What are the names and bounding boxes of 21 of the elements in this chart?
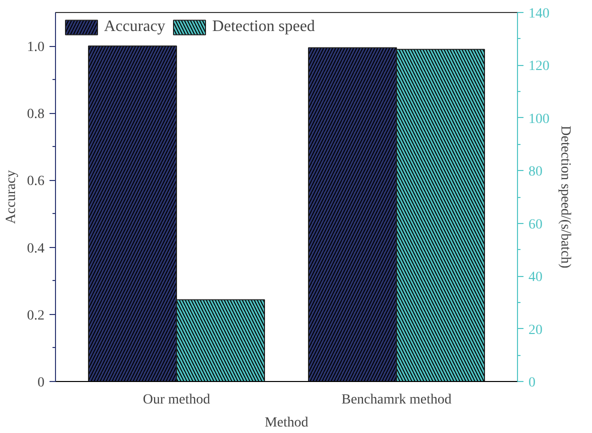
y-tick-label: 0 [38,376,44,390]
y-tick-label: 0.6 [27,174,44,190]
y-tick-label: 0.2 [27,308,44,324]
y2-tick-label: 140 [528,6,550,22]
x-tick-label: Our method [142,392,210,408]
y2-axis-title: Detection speed/(s/batch) [558,126,572,269]
y-tick-label: 1.0 [27,40,44,56]
y2-tick-label: 120 [528,59,550,74]
y2-tick-label: 100 [528,112,550,127]
y2-tick-label: 20 [528,322,542,338]
y-tick-label: 0.4 [27,241,44,256]
x-axis-title: Method [264,416,308,430]
y-axis-title: Accuracy [4,170,19,224]
y-tick-label: 0.8 [27,107,44,122]
legend-label: Accuracy [104,18,166,36]
y2-tick-label: 40 [528,270,542,286]
x-tick-label: Benchamrk method [341,392,452,408]
y2-tick-label: 60 [528,217,542,232]
y2-tick-label: 0 [528,376,536,390]
y2-tick-label: 80 [528,164,542,180]
legend-label: Detection speed [212,18,315,36]
